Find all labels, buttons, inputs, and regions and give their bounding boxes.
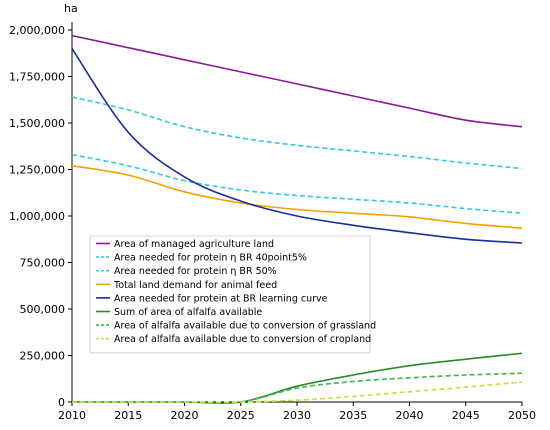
- y-tick-label: 1,750,000: [9, 71, 65, 84]
- y-tick-label: 750,000: [20, 257, 66, 270]
- y-tick-label: 1,250,000: [9, 164, 65, 177]
- x-tick-label: 2030: [283, 409, 311, 422]
- series-line-6: [72, 352, 523, 404]
- y-tick-label: 1,000,000: [9, 210, 65, 223]
- y-tick-label: 250,000: [20, 350, 66, 363]
- x-tick-label: 2025: [227, 409, 255, 422]
- x-tick-label: 2035: [339, 409, 367, 422]
- axes: 0 250,000 500,000 750,000 1,000,000 1,250,000…: [9, 22, 536, 422]
- series-layer: [71, 34, 523, 404]
- legend-label: Sum of area of alfalfa available: [114, 307, 262, 318]
- legend-label: Area of managed agriculture land: [114, 239, 274, 250]
- legend-label: Area needed for protein η BR 50%: [114, 266, 277, 277]
- y-tick-label: 0: [58, 396, 65, 409]
- y-tick-label: 1,500,000: [9, 117, 65, 130]
- series-line-3: [71, 153, 523, 214]
- x-tick-label: 2010: [58, 409, 86, 422]
- x-tick-label: 2040: [396, 409, 424, 422]
- series-line-1: [71, 34, 523, 128]
- x-tick-label: 2045: [452, 409, 480, 422]
- series-line-7: [72, 372, 523, 404]
- legend-label: Area of alfalfa available due to convers…: [114, 321, 376, 332]
- series-line-5: [71, 48, 523, 244]
- legend: Area of managed agriculture land Area nee…: [89, 235, 376, 354]
- y-axis-unit-label: ha: [64, 2, 78, 15]
- legend-label: Total land demand for animal feed: [113, 280, 277, 291]
- legend-label: Area needed for protein η BR 40point5%: [114, 253, 307, 264]
- series-line-4: [71, 165, 523, 229]
- series-line-8: [72, 381, 523, 403]
- y-tick-label: 2,000,000: [9, 24, 65, 37]
- x-tick-label: 2015: [114, 409, 142, 422]
- legend-label: Area of alfalfa available due to convers…: [114, 334, 371, 345]
- legend-label: Area needed for protein at BR learning c…: [114, 293, 328, 304]
- x-tick-label: 2020: [171, 409, 199, 422]
- y-tick-label: 500,000: [20, 303, 66, 316]
- x-tick-label: 2050: [508, 409, 536, 422]
- legend-box: [89, 235, 371, 354]
- series-line-2: [71, 96, 523, 170]
